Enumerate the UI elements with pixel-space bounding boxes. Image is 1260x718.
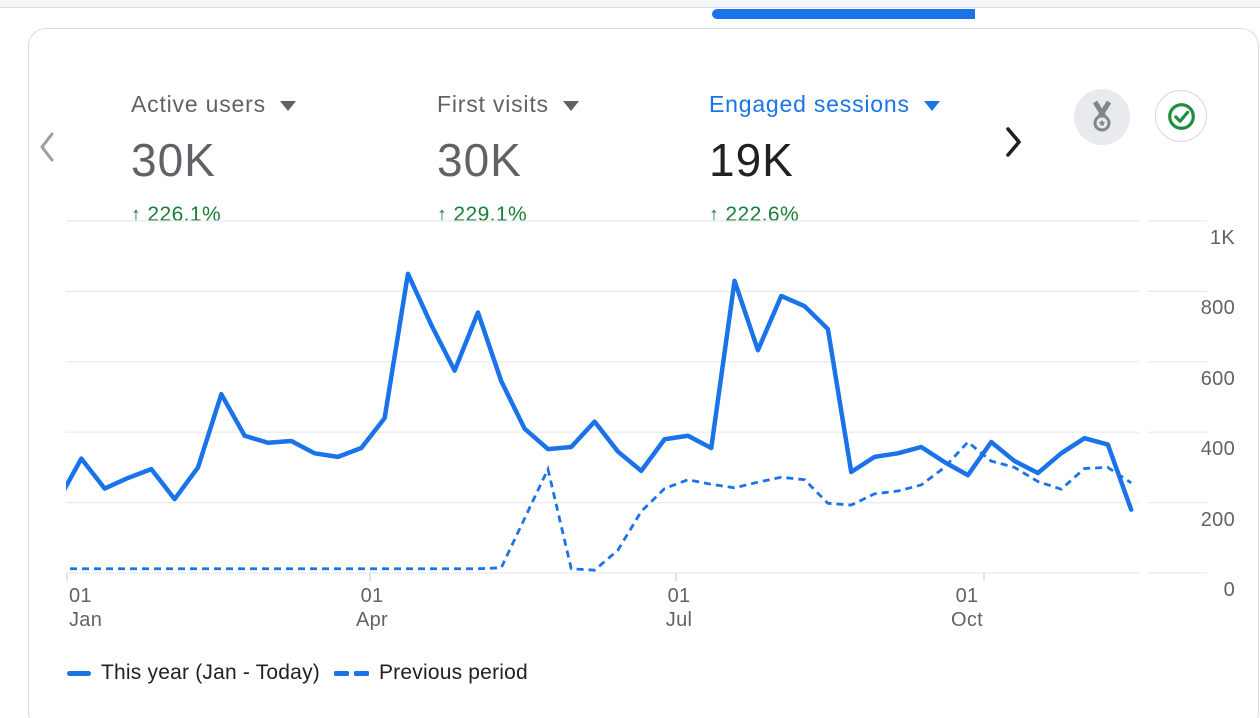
- metric-selector[interactable]: First visits: [437, 91, 579, 117]
- x-axis-label: 01 Apr: [355, 585, 389, 631]
- medal-icon: [1092, 100, 1112, 132]
- metric-first-visits[interactable]: First visits 30K ↑ 229.1%: [437, 91, 579, 227]
- y-axis-label: 800: [1200, 297, 1235, 319]
- legend-swatch-dashed-line: [333, 670, 369, 676]
- y-axis-label: 1K: [1209, 227, 1235, 249]
- legend-swatch-solid-line: [67, 670, 91, 676]
- y-axis-label: 600: [1200, 368, 1235, 390]
- metric-value: 30K: [131, 134, 216, 186]
- y-axis-label: 400: [1200, 438, 1235, 460]
- metric-label: Engaged sessions: [709, 90, 910, 117]
- metric-value: 30K: [437, 134, 522, 186]
- metric-value: 19K: [709, 134, 794, 186]
- chart-legend: This year (Jan - Today) Previous period: [67, 659, 542, 687]
- metric-change: ↑ 222.6%: [709, 203, 940, 227]
- metric-engaged-sessions[interactable]: Engaged sessions 19K ↑ 222.6%: [709, 91, 940, 227]
- up-arrow-icon: ↑: [131, 203, 142, 226]
- chevron-left-icon: [40, 132, 54, 162]
- x-axis-label: 01 Jul: [665, 585, 693, 631]
- y-axis-label: 200: [1200, 509, 1235, 531]
- metrics-scroll-left-button[interactable]: [35, 129, 59, 168]
- top-strip: [0, 0, 1260, 8]
- up-arrow-icon: ↑: [709, 203, 720, 226]
- overview-metrics-card: Active users 30K ↑ 226.1% First visits 3…: [28, 28, 1259, 718]
- check-circle-icon: [1167, 102, 1195, 130]
- x-axis-label: 01 Oct: [950, 585, 983, 631]
- metric-change-value: 226.1%: [147, 203, 222, 226]
- dropdown-caret-icon: [923, 100, 940, 111]
- metric-active-users[interactable]: Active users 30K ↑ 226.1%: [131, 91, 296, 227]
- up-arrow-icon: ↑: [437, 203, 448, 226]
- legend-label-this-year: This year (Jan - Today): [101, 661, 320, 684]
- legend-label-previous-period: Previous period: [378, 661, 528, 684]
- metric-change-value: 229.1%: [453, 203, 528, 226]
- benchmarking-medal-badge[interactable]: [1074, 89, 1130, 145]
- metric-selector[interactable]: Active users: [131, 91, 296, 117]
- y-axis-label: 0: [1223, 579, 1235, 601]
- data-quality-check-badge[interactable]: [1155, 90, 1207, 142]
- metric-change-value: 222.6%: [725, 203, 800, 226]
- metric-change: ↑ 226.1%: [131, 203, 296, 227]
- metric-change: ↑ 229.1%: [437, 203, 579, 227]
- metric-label: First visits: [437, 90, 549, 117]
- metric-selector[interactable]: Engaged sessions: [709, 91, 940, 117]
- x-axis-label: 01 Jan: [69, 585, 103, 631]
- dropdown-caret-icon: [562, 100, 579, 111]
- metrics-scroll-right-button[interactable]: [1002, 125, 1026, 162]
- dropdown-caret-icon: [279, 100, 296, 111]
- chevron-right-icon: [1006, 127, 1021, 157]
- selected-tab-indicator: [712, 9, 975, 19]
- metric-label: Active users: [131, 90, 266, 117]
